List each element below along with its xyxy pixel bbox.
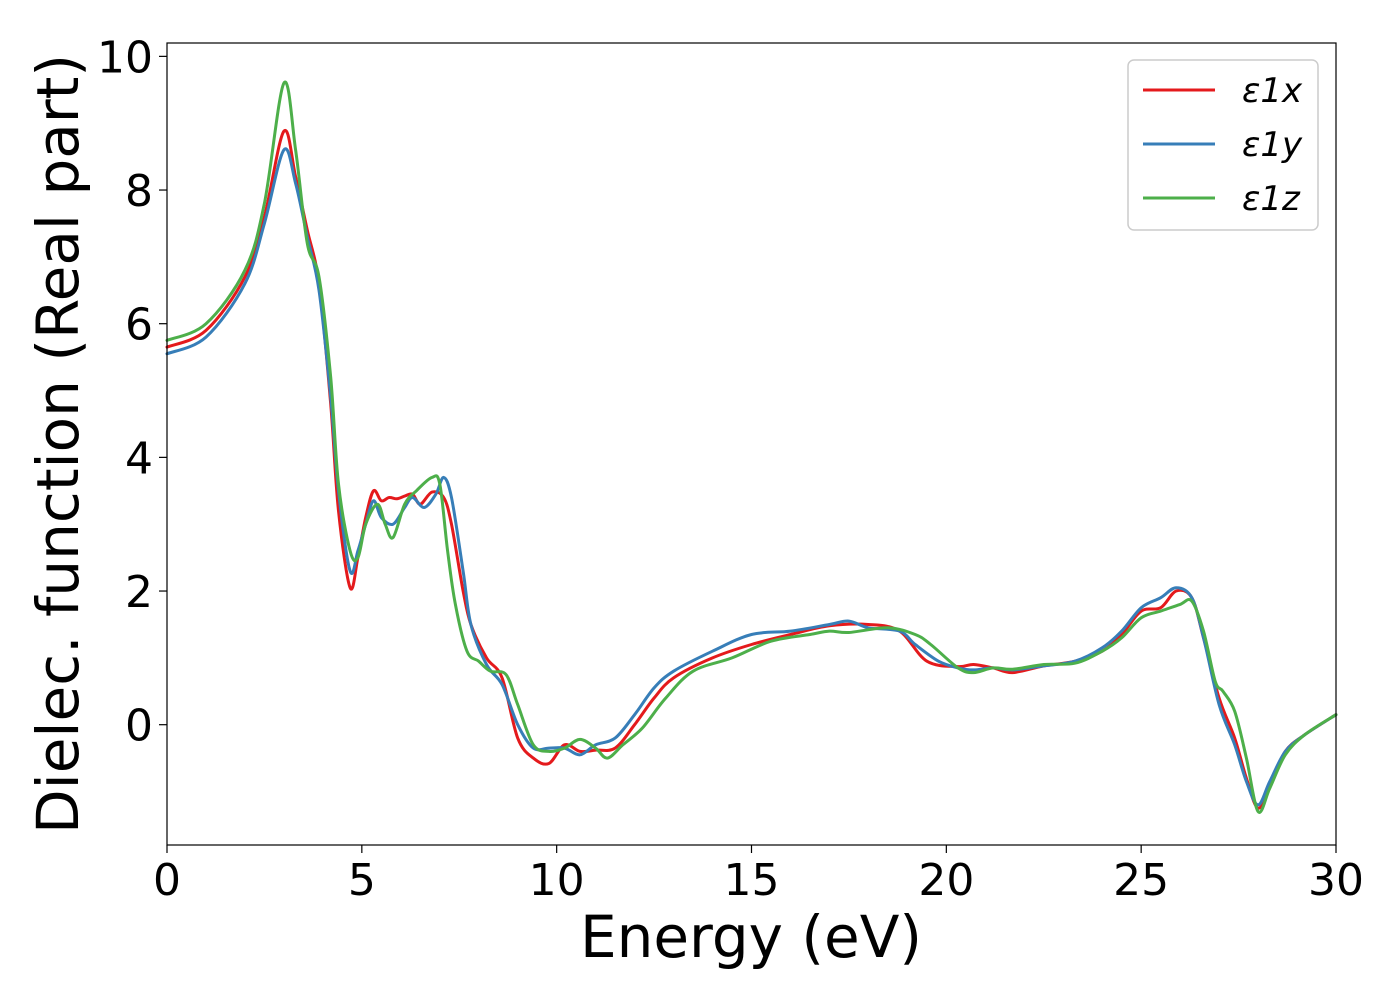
y-tick-label: 2: [125, 567, 153, 618]
y-tick-label: 4: [125, 433, 153, 484]
x-tick-label: 15: [724, 855, 780, 906]
y-tick-label: 8: [125, 166, 153, 217]
series-line-2: [165, 147, 1338, 807]
x-tick-label: 30: [1308, 855, 1364, 906]
legend-label-2: ε1y: [1242, 125, 1303, 165]
y-tick-label: 0: [125, 701, 153, 752]
ticks-layer: 0 5 10 15 20 25 30 0 2 4 6 8 10: [97, 32, 1364, 906]
y-axis-label: Dielec. function (Real part): [24, 54, 92, 834]
y-tick-label: 10: [97, 32, 153, 83]
x-axis-label: Energy (eV): [580, 903, 922, 971]
x-tick-label: 0: [153, 855, 181, 906]
series-layer: [165, 80, 1338, 814]
x-tick-label: 20: [918, 855, 974, 906]
legend-box: [1127, 59, 1319, 231]
legend: ε1x ε1y ε1z: [1127, 59, 1319, 231]
series-line-3: [165, 80, 1338, 814]
x-tick-label: 5: [348, 855, 376, 906]
legend-label-1: ε1x: [1242, 71, 1303, 111]
legend-label-3: ε1z: [1242, 179, 1301, 219]
y-tick-label: 6: [125, 300, 153, 351]
x-tick-label: 10: [529, 855, 585, 906]
x-tick-label: 25: [1113, 855, 1169, 906]
